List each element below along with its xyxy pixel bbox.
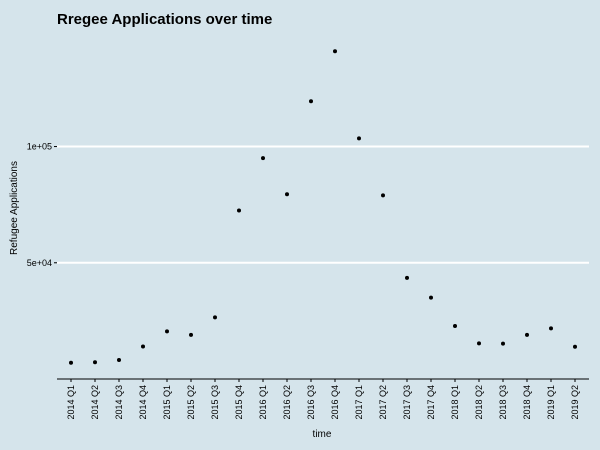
data-point-3 [141, 344, 145, 349]
x-tick-label-6: 2015 Q3 [210, 385, 220, 420]
data-point-13 [381, 193, 385, 198]
x-tick-label-15: 2017 Q4 [426, 385, 436, 420]
x-tick-label-16: 2018 Q1 [450, 385, 460, 420]
data-point-14 [405, 275, 409, 280]
x-tick-label-3: 2014 Q4 [138, 385, 148, 420]
x-axis-ticks: 2014 Q1 2014 Q2 2014 Q3 2014 Q4 2015 Q1 2015 … [66, 379, 580, 420]
data-point-18 [501, 341, 505, 346]
chart-title: Rregee Applications over time [57, 11, 272, 28]
x-tick-label-8: 2016 Q1 [258, 385, 268, 420]
x-tick-label-1: 2014 Q2 [90, 385, 100, 420]
data-point-1 [93, 360, 97, 365]
data-point-4 [165, 329, 169, 334]
x-tick-label-2: 2014 Q3 [114, 385, 124, 420]
x-tick-label-12: 2017 Q1 [354, 385, 364, 420]
data-point-21 [573, 344, 577, 349]
y-tick-label-1: 1e+05 [27, 142, 52, 152]
x-tick-label-10: 2016 Q3 [306, 385, 316, 420]
data-point-16 [453, 324, 457, 329]
data-point-12 [357, 136, 361, 141]
gridlines [57, 145, 589, 264]
x-tick-label-18: 2018 Q3 [498, 385, 508, 420]
data-point-7 [237, 208, 241, 213]
data-point-17 [477, 341, 481, 346]
data-point-15 [429, 295, 433, 300]
data-point-9 [285, 192, 289, 197]
data-point-5 [189, 332, 193, 337]
x-axis-label: time [313, 429, 332, 440]
data-point-8 [261, 156, 265, 161]
data-point-10 [309, 99, 313, 104]
x-tick-label-9: 2016 Q2 [282, 385, 292, 420]
data-point-11 [333, 49, 337, 54]
x-tick-label-21: 2019 Q2 [570, 385, 580, 420]
x-tick-label-20: 2019 Q1 [546, 385, 556, 420]
x-tick-label-7: 2015 Q4 [234, 385, 244, 420]
x-tick-label-19: 2018 Q4 [522, 385, 532, 420]
x-tick-label-13: 2017 Q2 [378, 385, 388, 420]
data-point-0 [69, 360, 73, 365]
x-tick-label-4: 2015 Q1 [162, 385, 172, 420]
data-point-6 [213, 315, 217, 320]
data-points [69, 49, 577, 365]
x-tick-label-17: 2018 Q2 [474, 385, 484, 420]
data-point-19 [525, 332, 529, 337]
y-axis-ticks: 5e+04 1e+05 [27, 142, 57, 268]
x-tick-label-5: 2015 Q2 [186, 385, 196, 420]
y-axis-label: Refugee Applications [9, 161, 20, 255]
data-point-20 [549, 326, 553, 331]
data-point-2 [117, 357, 121, 362]
x-tick-label-0: 2014 Q1 [66, 385, 76, 420]
y-tick-label-0: 5e+04 [27, 258, 52, 268]
x-tick-label-11: 2016 Q4 [330, 385, 340, 420]
x-tick-label-14: 2017 Q3 [402, 385, 412, 420]
